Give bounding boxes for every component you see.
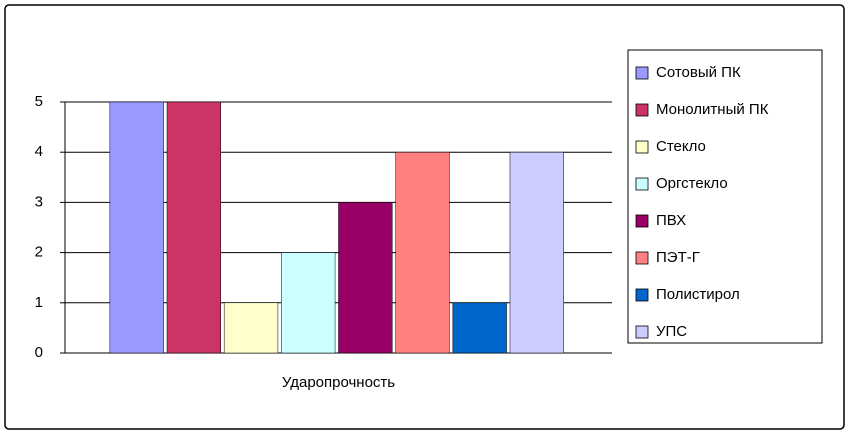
legend-swatch: [635, 140, 649, 154]
bar: [281, 252, 336, 354]
legend-swatch: [635, 251, 649, 265]
bar: [452, 302, 507, 354]
y-tick-label: 5: [35, 93, 43, 110]
legend-label: Полистирол: [656, 286, 740, 303]
bar: [509, 151, 564, 354]
legend-swatch: [635, 66, 649, 80]
bar: [109, 101, 164, 354]
x-tick-label: Ударопрочность: [282, 374, 395, 391]
legend-swatch: [635, 214, 649, 228]
legend-swatch: [635, 288, 649, 302]
bar: [395, 151, 450, 354]
legend-swatch: [635, 177, 649, 191]
legend-label: Монолитный ПК: [656, 101, 769, 118]
legend-label: УПС: [656, 323, 687, 340]
legend-label: Оргстекло: [656, 175, 728, 192]
legend-swatch: [635, 325, 649, 339]
y-tick-label: 2: [35, 244, 43, 261]
legend-label: Сотовый ПК: [656, 64, 741, 81]
y-tick-label: 3: [35, 193, 43, 210]
y-tick-label: 4: [35, 143, 43, 160]
legend-label: ПЭТ-Г: [656, 249, 700, 266]
bar: [223, 302, 279, 354]
bar: [338, 202, 393, 354]
legend-label: ПВХ: [656, 212, 686, 229]
legend-swatch: [635, 103, 649, 117]
y-tick-label: 0: [35, 344, 43, 361]
legend-label: Стекло: [656, 138, 706, 155]
legend-box: [627, 49, 823, 344]
bar: [166, 101, 221, 354]
y-tick-label: 1: [35, 294, 43, 311]
